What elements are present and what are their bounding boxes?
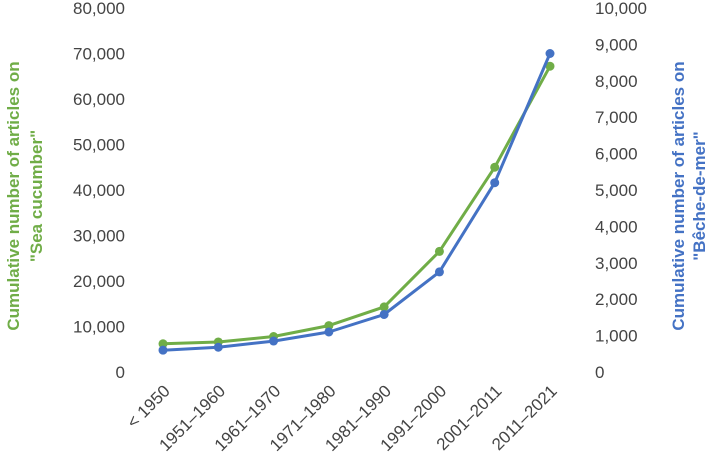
data-point-b-che-de-mer <box>434 267 444 277</box>
data-point-sea-cucumber <box>379 302 389 312</box>
right-tick-label: 6,000 <box>595 145 638 164</box>
data-point-b-che-de-mer <box>379 309 389 319</box>
x-tick-label: < 1950 <box>123 381 174 432</box>
series-line-b-che-de-mer <box>161 52 552 352</box>
series-layer <box>158 49 555 355</box>
left-axis-title-line1: Cumulative number of articles on <box>4 61 23 330</box>
data-point-sea-cucumber <box>158 339 168 349</box>
left-axis-ticks: 0 10,000 20,000 30,000 40,000 50,000 60,000 70,… <box>73 0 125 382</box>
right-tick-label: 7,000 <box>595 108 638 127</box>
right-tick-label: 4,000 <box>595 217 638 236</box>
left-tick-label: 20,000 <box>73 272 125 291</box>
data-point-b-che-de-mer <box>545 49 555 58</box>
data-point-b-che-de-mer <box>213 342 223 352</box>
left-tick-label: 50,000 <box>73 136 125 155</box>
right-axis-title-line1: Cumulative number of articles on <box>669 61 688 330</box>
left-tick-label: 40,000 <box>73 181 125 200</box>
right-tick-label: 2,000 <box>595 290 638 309</box>
right-axis-ticks: 0 1,000 2,000 3,000 4,000 5,000 6,000 7,000 8,00… <box>595 0 647 382</box>
right-tick-label: 10,000 <box>595 0 647 18</box>
data-point-sea-cucumber <box>434 246 444 256</box>
data-point-b-che-de-mer <box>490 178 500 188</box>
x-axis-ticks: < 19501951–19601961–19701971–19801981–19… <box>123 381 561 455</box>
right-axis-title: Cumulative number of articles on "Bêche-… <box>669 61 709 330</box>
left-tick-label: 80,000 <box>73 0 125 18</box>
right-tick-label: 0 <box>595 363 604 382</box>
right-tick-label: 1,000 <box>595 327 638 346</box>
data-point-b-che-de-mer <box>324 327 334 337</box>
right-tick-label: 3,000 <box>595 254 638 273</box>
left-tick-label: 0 <box>116 363 125 382</box>
left-tick-label: 30,000 <box>73 227 125 246</box>
left-tick-label: 60,000 <box>73 90 125 109</box>
left-tick-label: 10,000 <box>73 318 125 337</box>
right-axis-title-line2: "Bêche-de-mer" <box>690 131 709 261</box>
data-point-b-che-de-mer <box>158 345 168 355</box>
series-line-sea-cucumber <box>161 64 552 346</box>
right-tick-label: 5,000 <box>595 181 638 200</box>
data-point-sea-cucumber <box>490 162 500 172</box>
left-axis-title-line2: "Sea cucumber" <box>27 130 46 262</box>
data-point-sea-cucumber <box>324 321 334 331</box>
right-tick-label: 9,000 <box>595 35 638 54</box>
data-point-b-che-de-mer <box>269 336 279 346</box>
left-tick-label: 70,000 <box>73 45 125 64</box>
data-point-sea-cucumber <box>545 61 555 71</box>
left-axis-title: Cumulative number of articles on "Sea cu… <box>4 61 46 330</box>
right-tick-label: 8,000 <box>595 72 638 91</box>
